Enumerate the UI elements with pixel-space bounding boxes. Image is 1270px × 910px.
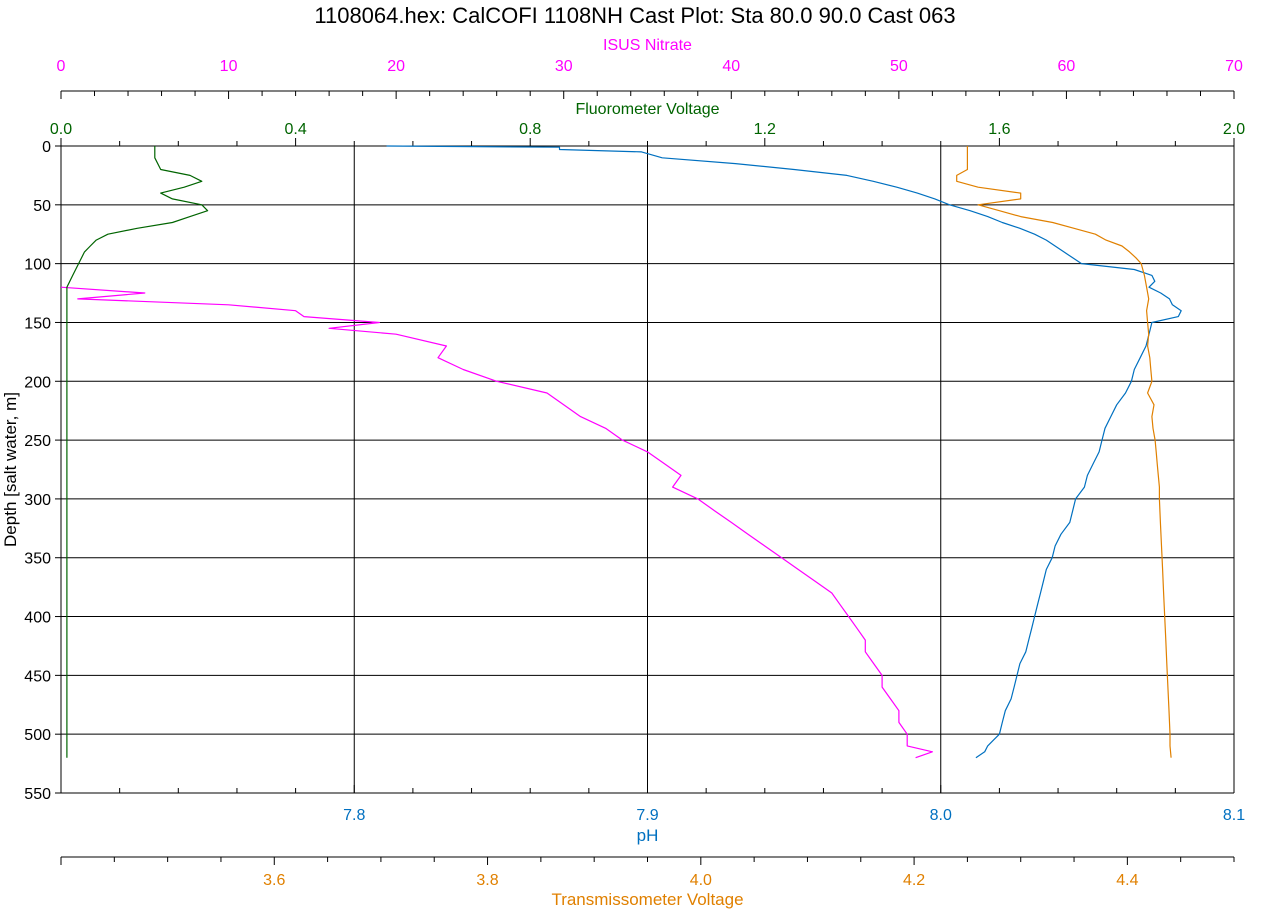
transmissometer-tick-label: 4.0: [690, 872, 712, 889]
transmissometer-profile-line: [956, 146, 1172, 758]
nitrate-profile-line: [60, 286, 934, 759]
depth-tick-label: 300: [24, 492, 51, 509]
fluorometer-tick-label: 1.6: [988, 121, 1010, 138]
nitrate-tick-label: 10: [220, 58, 238, 75]
ph-tick-label: 7.8: [343, 807, 365, 824]
nitrate-tick-label: 60: [1058, 58, 1076, 75]
fluorometer-tick-label: 0.4: [284, 121, 306, 138]
nitrate-tick-label: 30: [555, 58, 573, 75]
depth-tick-label: 350: [24, 551, 51, 568]
transmissometer-tick-label: 3.8: [476, 872, 498, 889]
transmissometer-axis-label: Transmissometer Voltage: [551, 890, 743, 909]
depth-tick-label: 400: [24, 610, 51, 627]
transmissometer-tick-label: 3.6: [263, 872, 285, 889]
nitrate-axis-label: ISUS Nitrate: [603, 37, 692, 54]
fluorometer-tick-label: 0.8: [519, 121, 541, 138]
fluorometer-tick-label: 1.2: [754, 121, 776, 138]
fluorometer-axis-label: Fluorometer Voltage: [575, 101, 719, 118]
nitrate-tick-label: 20: [387, 58, 405, 75]
ph-tick-label: 7.9: [636, 807, 658, 824]
ph-tick-label: 8.1: [1223, 807, 1245, 824]
depth-tick-label: 500: [24, 727, 51, 744]
depth-axis-label: Depth [salt water, m]: [1, 392, 20, 547]
transmissometer-tick-label: 4.2: [903, 872, 925, 889]
depth-tick-label: 50: [33, 198, 51, 215]
depth-tick-label: 200: [24, 374, 51, 391]
depth-tick-label: 100: [24, 257, 51, 274]
nitrate-tick-label: 70: [1225, 58, 1243, 75]
transmissometer-tick-label: 4.4: [1116, 872, 1138, 889]
chart-title: 1108064.hex: CalCOFI 1108NH Cast Plot: S…: [314, 3, 956, 28]
ph-profile-line: [386, 145, 1182, 759]
nitrate-tick-label: 50: [890, 58, 908, 75]
depth-tick-label: 250: [24, 433, 51, 450]
depth-tick-label: 550: [24, 786, 51, 803]
depth-tick-label: 150: [24, 315, 51, 332]
ph-axis-label: pH: [637, 826, 659, 845]
fluorometer-profile-line: [66, 146, 209, 758]
depth-tick-label: 450: [24, 668, 51, 685]
nitrate-tick-label: 40: [722, 58, 740, 75]
fluorometer-tick-label: 0.0: [50, 121, 72, 138]
fluorometer-tick-label: 2.0: [1223, 121, 1245, 138]
ph-tick-label: 8.0: [930, 807, 952, 824]
depth-tick-label: 0: [42, 139, 51, 156]
nitrate-tick-label: 0: [57, 58, 66, 75]
